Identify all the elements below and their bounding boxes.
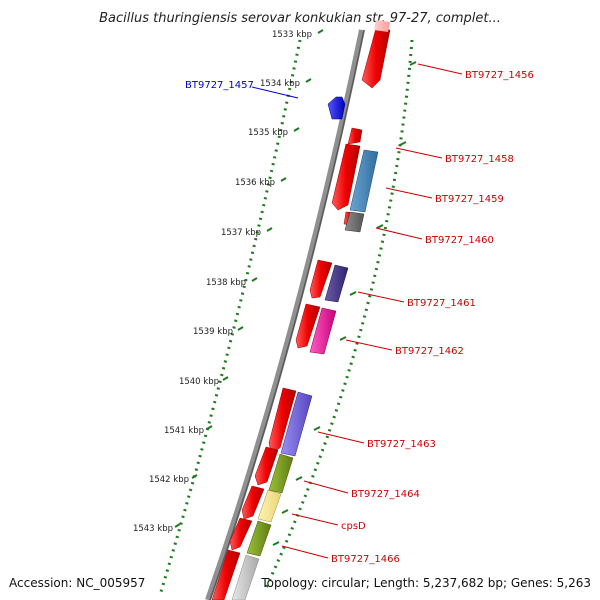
gene-cpsd[interactable] bbox=[257, 489, 282, 523]
leader-lines bbox=[251, 63, 463, 559]
ruler-label-1533: 1533 kbp bbox=[272, 30, 312, 40]
inner-tick bbox=[399, 141, 407, 146]
inner-tick bbox=[272, 541, 280, 546]
gene-red-cpsd-a[interactable] bbox=[241, 485, 265, 520]
tick-1534 bbox=[305, 78, 312, 83]
tick-1539 bbox=[237, 326, 244, 331]
gene-small-red[interactable] bbox=[347, 127, 363, 145]
inner-tick bbox=[281, 509, 289, 514]
ruler-label-1537: 1537 kbp bbox=[221, 228, 261, 238]
gene-bt9727-1459[interactable] bbox=[349, 149, 379, 213]
tick-1543 bbox=[174, 523, 181, 528]
ruler-label-1540: 1540 kbp bbox=[179, 377, 219, 387]
tick-1535 bbox=[293, 127, 300, 132]
gene-red-1462a[interactable] bbox=[295, 303, 321, 349]
gene-label-bt9727-1460[interactable]: BT9727_1460 bbox=[425, 235, 494, 246]
inner-tick bbox=[349, 291, 357, 296]
inner-ruler bbox=[263, 39, 414, 591]
gene-label-bt9727-1458[interactable]: BT9727_1458 bbox=[445, 154, 514, 165]
gene-label-bt9727-1456[interactable]: BT9727_1456 bbox=[465, 70, 534, 81]
leader-1462 bbox=[345, 339, 393, 351]
gene-label-bt9727-1462[interactable]: BT9727_1462 bbox=[395, 346, 464, 357]
inner-tick bbox=[409, 61, 417, 66]
leader-cpsd bbox=[291, 513, 339, 526]
leader-1466 bbox=[281, 545, 329, 559]
gene-red-1464a[interactable] bbox=[254, 446, 279, 486]
gene-bt9727-1456[interactable] bbox=[361, 27, 391, 89]
gene-label-bt9727-1459[interactable]: BT9727_1459 bbox=[435, 194, 504, 205]
ruler-label-1542: 1542 kbp bbox=[149, 475, 189, 485]
inner-tick bbox=[295, 476, 303, 481]
genome-backbone bbox=[205, 29, 365, 600]
gene-label-cpsd[interactable]: cpsD bbox=[341, 521, 366, 532]
leader-1457 bbox=[251, 86, 299, 99]
leader-1461 bbox=[357, 291, 405, 303]
gene-bt9727-1457[interactable] bbox=[327, 96, 346, 120]
gene-bt9727-1458[interactable] bbox=[331, 143, 361, 211]
accession-text: Accession: NC_005957 bbox=[9, 576, 145, 590]
gene-red-bottom[interactable] bbox=[211, 549, 241, 600]
leader-1458 bbox=[395, 147, 443, 159]
leader-1459 bbox=[385, 187, 433, 199]
inner-tick bbox=[339, 336, 347, 341]
ruler-label-1541: 1541 kbp bbox=[164, 426, 204, 436]
ruler-label-1538: 1538 kbp bbox=[206, 278, 246, 288]
ruler-ticks bbox=[174, 29, 324, 528]
map-title: Bacillus thuringiensis serovar konkukian… bbox=[99, 11, 501, 26]
tick-1536 bbox=[280, 177, 287, 182]
gene-bt9727-1464[interactable] bbox=[268, 453, 294, 494]
outer-ruler bbox=[158, 39, 302, 596]
tick-1542 bbox=[191, 474, 198, 479]
gene-bt9727-1463[interactable] bbox=[280, 391, 313, 457]
leader-1456 bbox=[417, 63, 463, 75]
gene-red-1461a[interactable] bbox=[309, 259, 333, 299]
ruler-label-1535: 1535 kbp bbox=[248, 128, 288, 138]
inner-ruler-ticks bbox=[272, 61, 417, 546]
genes-track bbox=[211, 20, 391, 600]
ruler-labels: 1533 kbp 1534 kbp 1535 kbp 1536 kbp 1537… bbox=[133, 30, 312, 534]
gene-bt9727-1460[interactable] bbox=[344, 211, 365, 233]
tick-1537 bbox=[266, 227, 273, 232]
gene-label-bt9727-1461[interactable]: BT9727_1461 bbox=[407, 298, 476, 309]
gene-label-bt9727-1466[interactable]: BT9727_1466 bbox=[331, 554, 400, 565]
gene-bt9727-1461[interactable] bbox=[324, 264, 349, 303]
gene-gray-bottom[interactable] bbox=[231, 554, 260, 600]
tick-1541 bbox=[206, 425, 213, 430]
leader-1463 bbox=[317, 431, 365, 444]
backbone-shadow bbox=[209, 29, 365, 600]
gene-bt9727-1466[interactable] bbox=[246, 520, 272, 557]
gene-labels: BT9727_1457 BT9727_1456 BT9727_1458 BT97… bbox=[185, 70, 534, 565]
leader-1460 bbox=[375, 227, 423, 240]
ruler-label-1536: 1536 kbp bbox=[235, 178, 275, 188]
tick-1540 bbox=[222, 376, 229, 381]
gene-bt9727-1456-tail bbox=[374, 20, 390, 32]
gene-label-bt9727-1463[interactable]: BT9727_1463 bbox=[367, 439, 436, 450]
ruler-label-1543: 1543 kbp bbox=[133, 524, 173, 534]
gene-red-1466a[interactable] bbox=[229, 517, 253, 551]
gene-label-bt9727-1464[interactable]: BT9727_1464 bbox=[351, 489, 420, 500]
gene-bt9727-1462[interactable] bbox=[309, 307, 337, 355]
topology-text: Topology: circular; Length: 5,237,682 bp… bbox=[260, 576, 591, 590]
tick-1538 bbox=[251, 277, 258, 282]
inner-tick bbox=[376, 224, 384, 229]
inner-tick bbox=[313, 426, 321, 431]
ruler-label-1539: 1539 kbp bbox=[193, 327, 233, 337]
ruler-label-1534: 1534 kbp bbox=[260, 79, 300, 89]
tick-1533 bbox=[317, 29, 324, 34]
gene-label-bt9727-1457[interactable]: BT9727_1457 bbox=[185, 80, 254, 91]
leader-1464 bbox=[303, 480, 349, 494]
